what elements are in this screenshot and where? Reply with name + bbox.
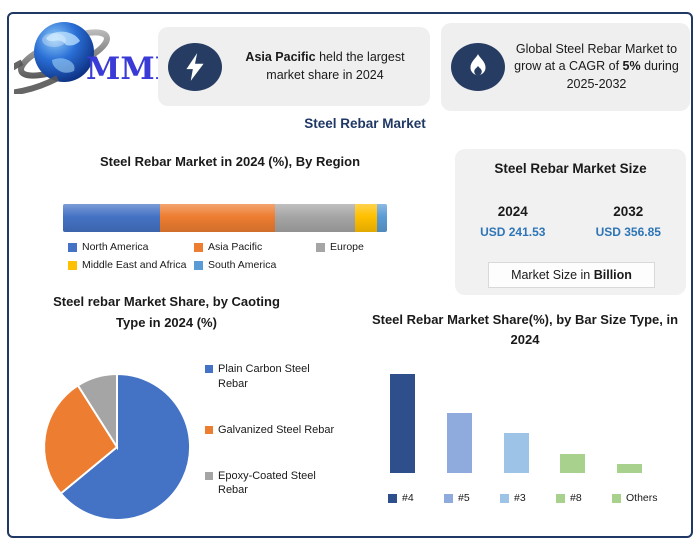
legend-label: Asia Pacific — [208, 241, 263, 253]
legend-label: #8 — [570, 492, 582, 504]
bar-#5 — [446, 413, 472, 473]
legend-label: South America — [208, 259, 277, 271]
legend-label: Plain Carbon Steel Rebar — [218, 363, 310, 390]
lightning-icon — [168, 42, 222, 91]
highlight-badge-cagr: Global Steel Rebar Market to grow at a C… — [441, 23, 690, 111]
legend-label: North America — [82, 241, 149, 253]
highlight-badge-region: Asia Pacific held the largest market sha… — [158, 27, 430, 106]
market-size-value-2032: USD 356.85 — [595, 225, 661, 239]
market-size-col-2024: 2024 USD 241.53 — [455, 204, 571, 239]
legend-label: #5 — [458, 492, 470, 504]
legend-item: Europe — [316, 241, 398, 253]
region-segment-4 — [377, 204, 387, 232]
legend-marker — [444, 493, 453, 503]
badge-region-bold: Asia Pacific — [245, 50, 316, 64]
flame-icon — [451, 43, 505, 91]
page-title: Steel Rebar Market — [304, 116, 426, 131]
market-size-col-2032: 2032 USD 356.85 — [571, 204, 687, 239]
legend-marker — [612, 493, 621, 503]
barsize-plot — [390, 372, 642, 473]
region-legend: North America Asia Pacific Europe Middle Ea… — [68, 241, 398, 271]
coating-chart-title: Steel rebar Market Share, by Caoting Typ… — [53, 294, 280, 330]
legend-marker — [194, 242, 203, 252]
legend-label: Middle East and Africa — [82, 259, 187, 271]
bar-Others — [617, 464, 642, 473]
legend-marker — [500, 493, 509, 503]
legend-item: Asia Pacific — [194, 241, 316, 253]
badge-region-rest: held the largest market share in 2024 — [266, 50, 405, 82]
market-size-note: Market Size in Billion — [488, 262, 655, 288]
legend-item: #5 — [444, 492, 500, 504]
badge-cagr-bold: 5% — [622, 59, 641, 74]
legend-item: Galvanized Steel Rebar — [205, 423, 340, 438]
legend-item: South America — [194, 259, 316, 271]
badge-cagr-post: during 2025-2032 — [566, 59, 679, 91]
barsize-chart-title: Steel Rebar Market Share(%), by Bar Size… — [371, 312, 679, 348]
legend-marker — [556, 493, 565, 503]
market-size-note-bold: Billion — [593, 268, 632, 282]
bar-#3 — [503, 433, 529, 473]
region-segment-3 — [354, 204, 378, 232]
barsize-legend: #4 #5 #3 #8 Others — [388, 492, 678, 504]
region-segment-2 — [275, 204, 355, 232]
coating-pie-legend: Plain Carbon Steel Rebar Galvanized Steel… — [205, 362, 340, 498]
legend-label: Epoxy-Coated Steel Rebar — [218, 469, 316, 497]
legend-marker — [194, 260, 203, 270]
legend-marker — [316, 242, 325, 252]
legend-marker — [205, 365, 213, 373]
pie-slice-1 — [43, 384, 119, 495]
globe-icon: MMR — [0, 22, 181, 96]
legend-marker — [68, 260, 77, 270]
market-size-year-2032: 2032 — [613, 204, 644, 219]
legend-label: #4 — [402, 492, 414, 504]
legend-marker — [205, 471, 213, 480]
legend-label: Others — [626, 492, 658, 504]
market-size-year-2024: 2024 — [497, 204, 528, 219]
legend-label: Galvanized Steel Rebar — [218, 423, 335, 436]
legend-marker — [205, 425, 213, 434]
badge-cagr-pre: Global Steel Rebar Market to grow at a C… — [514, 41, 678, 74]
market-size-title: Steel Rebar Market Size — [494, 161, 647, 176]
legend-item: Epoxy-Coated Steel Rebar — [205, 469, 340, 499]
legend-item: #4 — [388, 492, 444, 504]
region-segment-0 — [63, 204, 161, 232]
legend-item: Plain Carbon Steel Rebar — [205, 362, 340, 392]
bar-#8 — [560, 454, 586, 473]
badge-region-text: Asia Pacific held the largest market sha… — [230, 49, 420, 84]
legend-item: #3 — [500, 492, 556, 504]
badge-cagr-text: Global Steel Rebar Market to grow at a C… — [513, 41, 680, 94]
bar-#4 — [390, 374, 415, 473]
region-segment-1 — [160, 204, 276, 232]
legend-item: Middle East and Africa — [68, 259, 194, 271]
coating-pie-chart — [41, 371, 193, 523]
pie-slice-0 — [59, 372, 192, 521]
legend-item: Others — [612, 492, 668, 504]
legend-label: Europe — [330, 241, 364, 253]
legend-marker — [388, 493, 397, 503]
region-chart-title: Steel Rebar Market in 2024 (%), By Regio… — [99, 154, 361, 169]
market-size-note-pre: Market Size in — [511, 268, 594, 282]
mmr-logo: MMR — [0, 12, 181, 96]
market-size-value-2024: USD 241.53 — [480, 225, 546, 239]
legend-item: #8 — [556, 492, 612, 504]
region-stacked-bar — [63, 204, 387, 232]
legend-label: #3 — [514, 492, 526, 504]
legend-marker — [68, 242, 77, 252]
market-size-panel: Steel Rebar Market Size 2024 USD 241.53 … — [455, 149, 686, 295]
legend-item: North America — [68, 241, 194, 253]
pie-slice-2 — [76, 372, 118, 451]
